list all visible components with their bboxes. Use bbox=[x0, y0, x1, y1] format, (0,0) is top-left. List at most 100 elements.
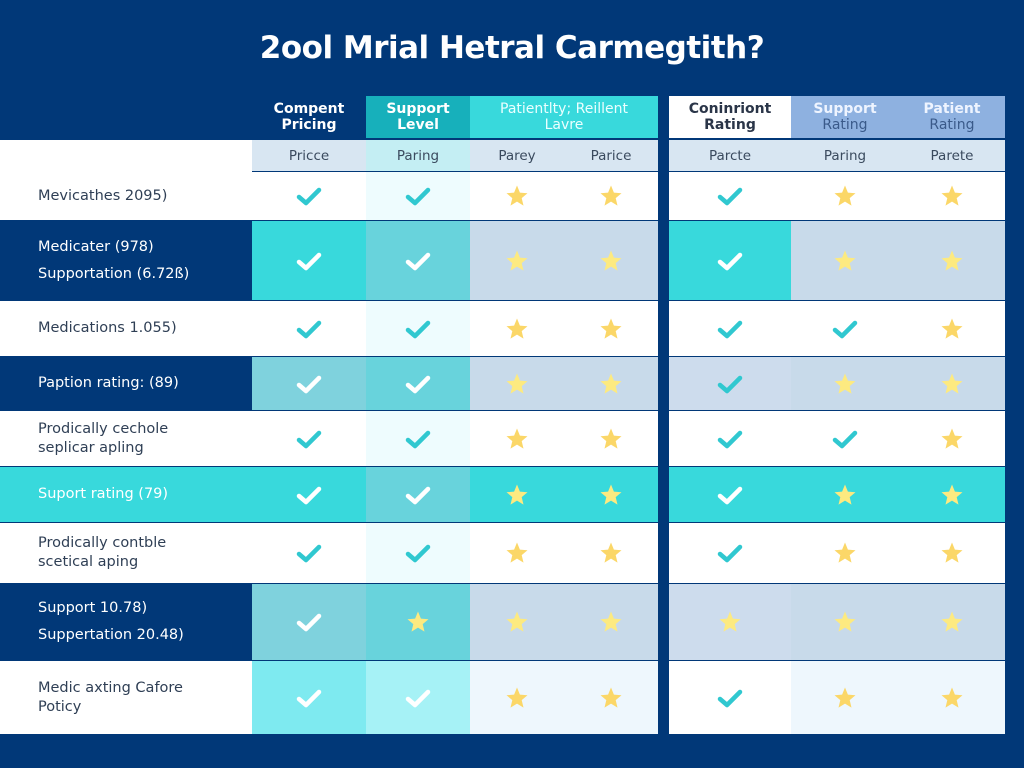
checkmark-icon bbox=[716, 250, 744, 272]
star-icon bbox=[833, 372, 857, 396]
table-cell bbox=[470, 172, 564, 220]
checkmark-icon bbox=[295, 687, 323, 709]
star-icon bbox=[599, 427, 623, 451]
star-icon bbox=[940, 317, 964, 341]
star-icon bbox=[833, 483, 857, 507]
table-cell bbox=[252, 172, 366, 220]
table-cell bbox=[564, 661, 658, 734]
checkmark-icon bbox=[295, 542, 323, 564]
star-icon bbox=[940, 427, 964, 451]
table-cell bbox=[252, 467, 366, 522]
checkmark-icon bbox=[404, 428, 432, 450]
table-cell bbox=[899, 411, 1005, 466]
table-cell bbox=[899, 221, 1005, 300]
table-cell bbox=[669, 357, 791, 410]
row-label-6: Suport rating (79) bbox=[0, 467, 252, 522]
table-cell bbox=[366, 584, 470, 660]
table-cell bbox=[899, 467, 1005, 522]
subheader-parice: Parice bbox=[564, 140, 658, 171]
star-icon bbox=[940, 372, 964, 396]
checkmark-icon bbox=[716, 542, 744, 564]
star-icon bbox=[940, 686, 964, 710]
table-cell bbox=[366, 357, 470, 410]
table-cell bbox=[791, 411, 899, 466]
subheader-parcte: Parcte bbox=[669, 140, 791, 171]
checkmark-icon bbox=[831, 428, 859, 450]
header-line: Support bbox=[813, 101, 877, 117]
table-cell bbox=[252, 301, 366, 356]
star-icon bbox=[833, 541, 857, 565]
header-support-rating: Support Rating bbox=[791, 96, 899, 138]
table-cell bbox=[564, 467, 658, 522]
table-cell bbox=[564, 172, 658, 220]
star-icon bbox=[940, 184, 964, 208]
subheader-parete: Parete bbox=[899, 140, 1005, 171]
row-label-text: Suport rating (79) bbox=[38, 486, 169, 502]
label-column-subheader-spacer bbox=[0, 140, 252, 172]
row-label-text: Prodically contble bbox=[38, 535, 167, 551]
table-cell bbox=[899, 357, 1005, 410]
checkmark-icon bbox=[716, 687, 744, 709]
star-icon bbox=[599, 372, 623, 396]
header-line: Lavre bbox=[544, 117, 584, 133]
star-icon bbox=[505, 184, 529, 208]
star-icon bbox=[940, 541, 964, 565]
row-label-subtext: scetical aping bbox=[38, 554, 139, 570]
table-cell bbox=[470, 523, 564, 583]
header-line: Rating bbox=[704, 117, 756, 133]
checkmark-icon bbox=[716, 373, 744, 395]
table-cell bbox=[669, 411, 791, 466]
row-label-text: Medic axting Cafore bbox=[38, 679, 183, 696]
row-label-7: Prodically contble scetical aping bbox=[0, 523, 252, 583]
checkmark-icon bbox=[404, 185, 432, 207]
table-cell bbox=[669, 221, 791, 300]
row-label-text: Support 10.78) bbox=[38, 600, 148, 616]
table-cell bbox=[899, 301, 1005, 356]
table-cell bbox=[366, 467, 470, 522]
table-cell bbox=[669, 584, 791, 660]
star-icon bbox=[599, 184, 623, 208]
header-line: Compent bbox=[273, 101, 345, 117]
header-compent-pricing: Compent Pricing bbox=[252, 96, 366, 138]
page-title: 2ool Mrial Hetral Carmegtith? bbox=[259, 30, 765, 66]
table-cell bbox=[470, 467, 564, 522]
row-label-3: Medications 1.055) bbox=[0, 301, 252, 356]
table-cell bbox=[252, 357, 366, 410]
table-cell bbox=[564, 301, 658, 356]
table-cell bbox=[366, 301, 470, 356]
table-cell bbox=[791, 467, 899, 522]
star-icon bbox=[599, 249, 623, 273]
header-line: Patientlty; Reillent bbox=[500, 101, 628, 117]
checkmark-icon bbox=[831, 318, 859, 340]
table-cell bbox=[252, 221, 366, 300]
table-cell bbox=[791, 301, 899, 356]
star-icon bbox=[505, 483, 529, 507]
table-cell bbox=[470, 357, 564, 410]
row-label-subtext: Suppertation 20.48) bbox=[38, 627, 184, 643]
header-line: Support bbox=[386, 101, 450, 117]
table-cell bbox=[366, 411, 470, 466]
checkmark-icon bbox=[404, 373, 432, 395]
row-label-subtext: Poticy bbox=[38, 698, 82, 715]
header-patient-level: Patientlty; Reillent Lavre bbox=[470, 96, 658, 138]
table-cell bbox=[899, 584, 1005, 660]
checkmark-icon bbox=[716, 318, 744, 340]
subheader-paring: Paring bbox=[366, 140, 470, 171]
row-label-5: Prodically cechole seplicar apling bbox=[0, 411, 252, 466]
header-comment-rating: Coninriont Rating bbox=[669, 96, 791, 138]
header-line: Level bbox=[397, 117, 439, 133]
star-icon bbox=[940, 483, 964, 507]
star-icon bbox=[505, 541, 529, 565]
row-label-text: Mevicathes 2095) bbox=[38, 187, 168, 204]
row-label-8: Support 10.78) Suppertation 20.48) bbox=[0, 584, 252, 660]
table-cell bbox=[252, 411, 366, 466]
table-cell bbox=[366, 221, 470, 300]
row-label-subtext: Supportation (6.72ß) bbox=[38, 265, 190, 282]
checkmark-icon bbox=[295, 318, 323, 340]
table-cell bbox=[791, 661, 899, 734]
row-label-text: Medications 1.055) bbox=[38, 320, 177, 336]
table-cell bbox=[470, 221, 564, 300]
table-cell bbox=[791, 221, 899, 300]
row-label-text: Medicater (978) bbox=[38, 238, 154, 255]
star-icon bbox=[833, 184, 857, 208]
